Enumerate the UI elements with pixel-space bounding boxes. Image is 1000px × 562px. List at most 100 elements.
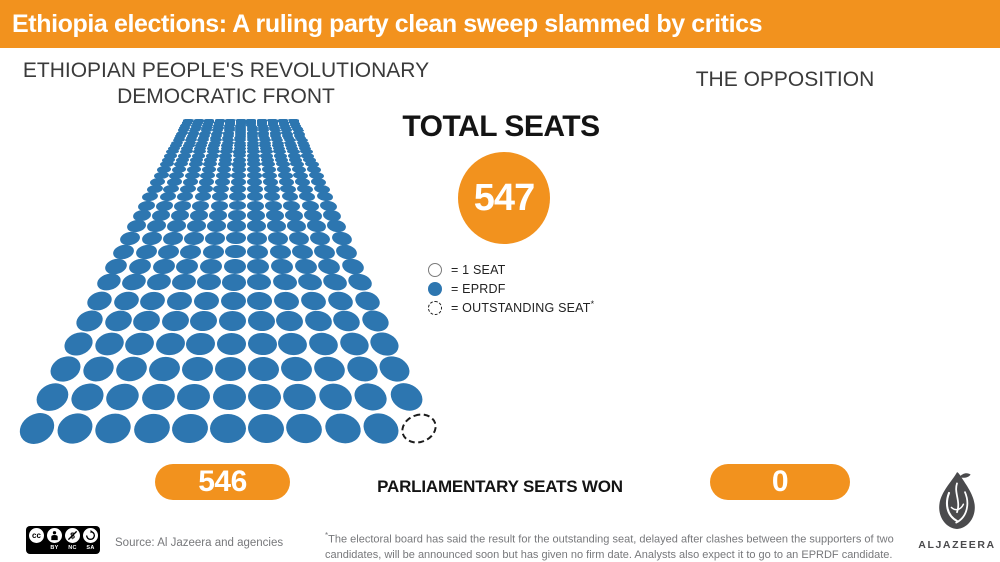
eprdf-seat-dot [246,184,263,194]
eprdf-seat-dot [73,307,106,336]
eprdf-seat-dot [246,411,286,445]
eprdf-seat-dot [246,140,259,145]
eprdf-seat-dot [221,140,234,145]
eprdf-seat-dot [212,129,223,133]
eprdf-seat-dot [246,177,263,186]
eprdf-seat-dot [262,171,277,180]
eprdf-seat-dot [183,119,194,122]
eprdf-seat-dot [246,125,258,130]
eprdf-seat-dot [289,122,301,126]
eprdf-seat-dot [268,122,279,126]
eprdf-seat-dot [258,129,269,133]
eprdf-seat-dot [320,408,365,448]
eprdf-seat-dot [246,200,265,211]
eprdf-seat-dot [246,118,257,122]
eprdf-seat-dot [175,257,200,275]
eprdf-seat-dot [223,128,235,132]
eprdf-seat-dot [189,209,209,222]
eprdf-seat-dot [204,231,226,245]
eprdf-seat-dot [281,380,319,414]
eprdf-seat-dot [166,148,180,155]
eprdf-seat-dot [235,121,246,124]
eprdf-seat-dot [277,118,288,122]
eprdf-seat-dot [203,120,215,123]
eprdf-seat-dot [224,124,235,128]
eprdf-seat-dot [199,132,211,137]
eprdf-seat-dot [235,129,246,133]
eprdf-seat-dot [367,328,403,360]
eprdf-seat-dot [138,289,168,313]
eprdf-seat-dot [259,140,271,146]
eprdf-seat-dot [269,130,281,135]
eprdf-seat-dot [279,125,291,129]
eprdf-seat-dot [350,378,392,416]
eprdf-seat-dot [225,118,236,122]
eprdf-seat-dot [246,120,257,124]
eprdf-seat-dot [278,177,295,187]
eprdf-seat-dot [278,119,288,122]
eprdf-seat-dot [119,229,142,247]
eprdf-seat-dot [224,125,235,130]
legend-item-eprdf: = EPRDF [428,281,594,297]
eprdf-seat-dot [212,128,224,132]
eprdf-seat-dot [288,156,303,164]
eprdf-seat-dot [190,156,204,164]
eprdf-seat-dot [269,128,281,132]
eprdf-seat-dot [268,121,279,125]
eprdf-seat-dot [271,273,298,293]
eprdf-seat-dot [179,184,197,194]
eprdf-seat-dot [183,118,194,122]
eprdf-seat-dot [212,125,224,130]
eprdf-seat-dot [189,129,200,133]
eprdf-seat-dot [298,145,312,152]
eprdf-seat-dot [154,331,187,357]
eprdf-seat-dot [218,156,232,163]
eprdf-seat-dot [256,118,267,122]
eprdf-seat-dot [235,118,246,121]
eprdf-seat-dot [288,230,310,246]
eprdf-seat-dot [268,125,280,129]
eprdf-seat-dot [200,129,212,133]
eprdf-seat-dot [278,119,289,122]
eprdf-seat-dot [246,332,278,356]
eprdf-seat-dot [283,137,296,143]
eprdf-seat-dot [306,218,327,234]
eprdf-seat-dot [270,135,283,141]
eprdf-seat-dot [257,119,267,122]
eprdf-seat-dot [31,377,74,417]
eprdf-seat-dot [131,308,162,334]
eprdf-seat-dot [279,124,290,128]
eprdf-seat-dot [193,120,204,123]
eprdf-seat-dot [200,171,216,180]
eprdf-seat-dot [302,156,317,164]
eprdf-seat-dot [246,273,272,292]
eprdf-seat-dot [256,118,267,122]
eprdf-seat-dot [208,140,221,146]
eprdf-seat-dot [170,209,190,222]
eprdf-seat-dot [197,137,209,143]
eprdf-seat-dot [246,161,261,168]
eprdf-seat-dot [166,219,187,233]
eprdf-seat-dot [234,132,246,137]
eprdf-seat-dot [91,408,135,448]
eprdf-seat-dot [267,119,278,123]
eprdf-seat-dot [279,184,297,194]
eprdf-seat-dot [234,140,246,145]
eprdf-seat-dot [181,355,215,383]
eprdf-seat-dot [227,220,246,232]
eprdf-seat-dot [183,230,205,246]
eprdf-seat-dot [178,126,190,131]
eprdf-seat-dot [313,242,337,261]
eprdf-seat-dot [278,119,289,123]
eprdf-seat-dot [267,120,278,123]
eprdf-seat-dot [184,137,197,143]
eprdf-seat-dot [224,123,235,127]
eprdf-seat-dot [225,121,236,124]
eprdf-seat-dot [270,257,294,275]
eprdf-seat-dot [282,135,295,141]
eprdf-seat-dot [182,120,193,124]
eprdf-seat-dot [246,120,257,124]
eprdf-seat-dot [291,165,306,174]
eprdf-seat-dot [246,209,266,221]
eprdf-seat-dot [159,160,174,169]
